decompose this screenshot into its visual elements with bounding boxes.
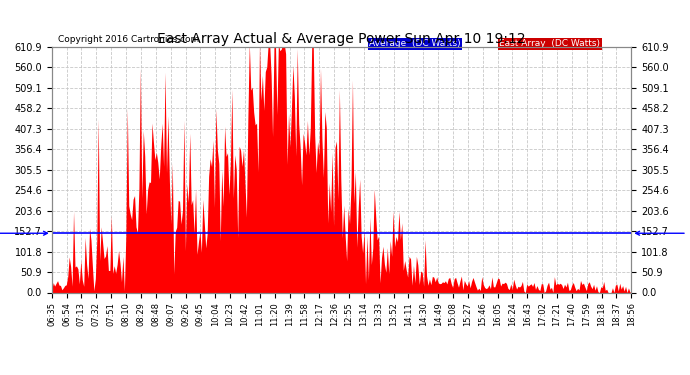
Text: 147.37: 147.37	[0, 228, 48, 238]
Text: Copyright 2016 Cartronics.com: Copyright 2016 Cartronics.com	[57, 35, 199, 44]
Text: 147.37: 147.37	[635, 228, 690, 238]
Text: Average  (DC Watts): Average (DC Watts)	[369, 39, 461, 48]
Text: East Array  (DC Watts): East Array (DC Watts)	[499, 39, 600, 48]
Title: East Array Actual & Average Power Sun Apr 10 19:12: East Array Actual & Average Power Sun Ap…	[157, 32, 526, 46]
